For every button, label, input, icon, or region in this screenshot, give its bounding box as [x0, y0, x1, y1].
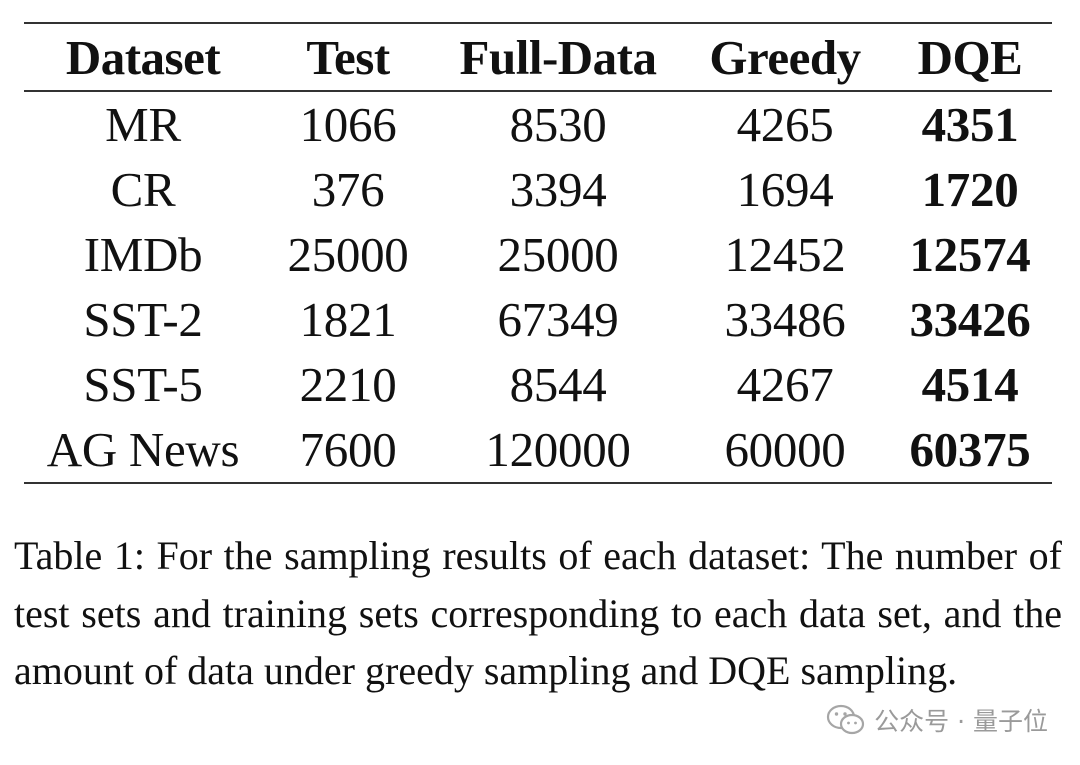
table-row: CR 376 3394 1694 1720 [24, 157, 1052, 222]
header-greedy: Greedy [682, 22, 888, 92]
cell-greedy: 33486 [724, 292, 846, 347]
cell-test: 1821 [299, 292, 397, 347]
cell-full-data: 8530 [509, 97, 607, 152]
cell-full-data: 120000 [434, 417, 682, 484]
table-row: AG News 7600 120000 60000 60375 [24, 417, 1052, 484]
cell-greedy: 4267 [736, 357, 834, 412]
cell-dataset: CR [110, 162, 176, 217]
cell-full-data: 67349 [497, 292, 619, 347]
cell-dataset: SST-5 [83, 357, 203, 412]
cell-dqe: 4514 [921, 357, 1019, 412]
cell-dqe: 60375 [888, 417, 1052, 484]
cell-greedy: 1694 [736, 162, 834, 217]
cell-test: 25000 [287, 227, 409, 282]
header-test: Test [262, 22, 434, 92]
table-row: MR 1066 8530 4265 4351 [24, 91, 1052, 157]
cell-dataset: SST-2 [83, 292, 203, 347]
header-full-data: Full-Data [434, 22, 682, 92]
watermark-text: 公众号 · 量子位 [874, 707, 1048, 736]
results-table-container: Dataset Test Full-Data Greedy DQE MR 106… [24, 22, 1052, 484]
results-table: Dataset Test Full-Data Greedy DQE MR 106… [24, 22, 1052, 484]
wechat-icon [827, 704, 865, 735]
cell-dataset: AG News [24, 417, 262, 484]
cell-dqe: 4351 [921, 97, 1019, 152]
cell-dqe: 33426 [909, 292, 1031, 347]
table-row: SST-2 1821 67349 33486 33426 [24, 287, 1052, 352]
cell-greedy: 60000 [682, 417, 888, 484]
cell-full-data: 8544 [509, 357, 607, 412]
table-body: MR 1066 8530 4265 4351 CR 376 3394 1694 … [24, 91, 1052, 484]
table-header: Dataset Test Full-Data Greedy DQE [24, 22, 1052, 92]
cell-dataset: MR [105, 97, 181, 152]
cell-greedy: 4265 [736, 97, 834, 152]
cell-dqe: 12574 [909, 227, 1031, 282]
watermark: 公众号 · 量子位 [826, 702, 1048, 738]
cell-test: 376 [311, 162, 385, 217]
cell-dataset: IMDb [83, 227, 203, 282]
cell-dqe: 1720 [921, 162, 1019, 217]
header-row: Dataset Test Full-Data Greedy DQE [24, 22, 1052, 92]
cell-test: 1066 [299, 97, 397, 152]
table-row: IMDb 25000 25000 12452 12574 [24, 222, 1052, 287]
header-dqe: DQE [888, 22, 1052, 92]
table-row: SST-5 2210 8544 4267 4514 [24, 352, 1052, 417]
cell-test: 7600 [262, 417, 434, 484]
table-caption: Table 1: For the sampling results of eac… [14, 533, 1062, 693]
cell-greedy: 12452 [724, 227, 846, 282]
header-dataset: Dataset [24, 22, 262, 92]
cell-test: 2210 [299, 357, 397, 412]
cell-full-data: 3394 [509, 162, 607, 217]
cell-full-data: 25000 [497, 227, 619, 282]
